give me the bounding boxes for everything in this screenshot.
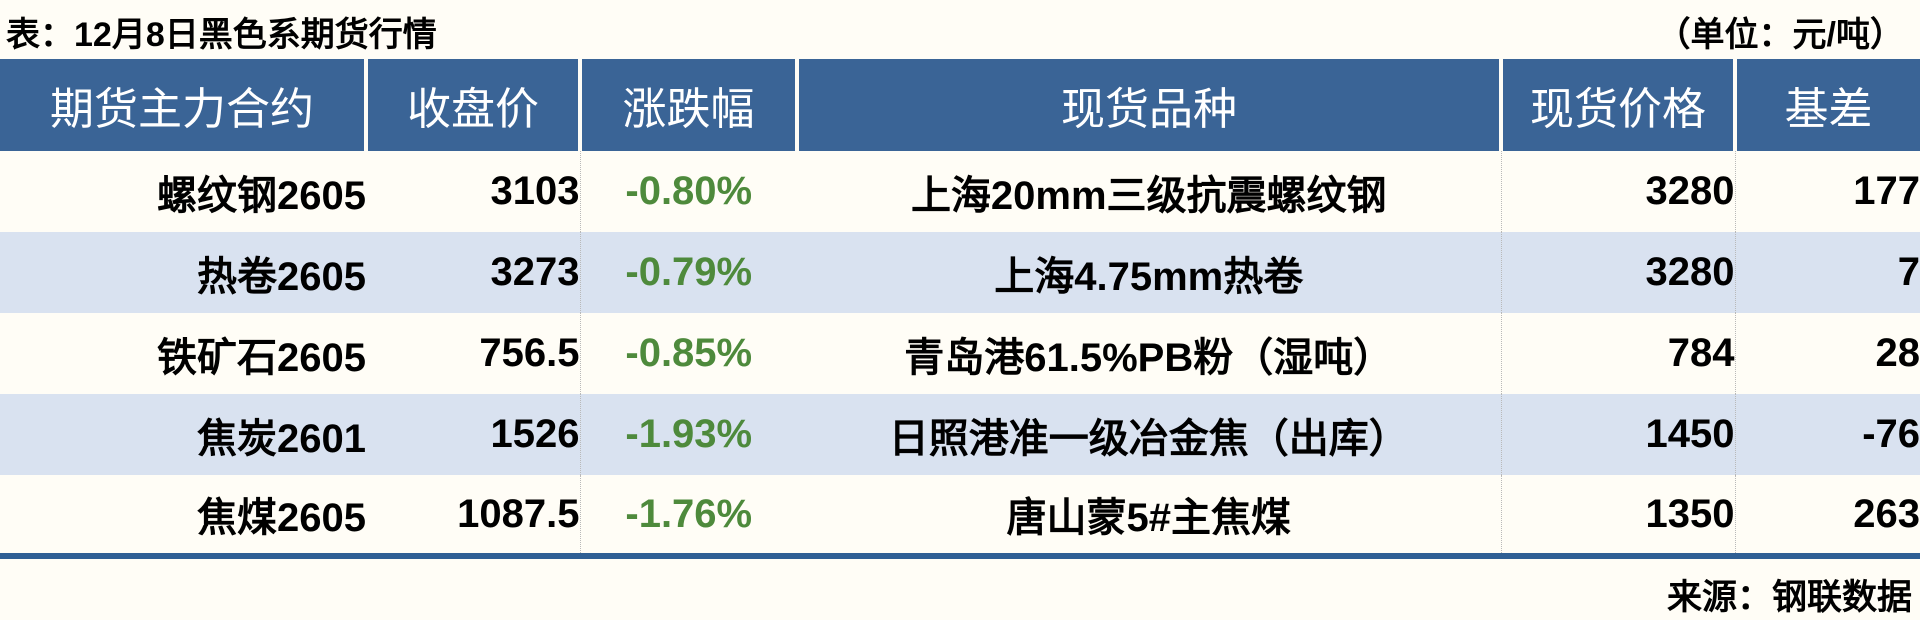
contract-cell: 铁矿石2605 — [157, 335, 366, 380]
page-title: 表：12月8日黑色系期货行情 — [6, 16, 437, 54]
change-pct-cell: -1.93% — [579, 394, 797, 475]
change-pct-cell: -0.85% — [579, 313, 797, 394]
spot-variety-cell: 上海4.75mm热卷 — [994, 254, 1304, 299]
header-spot-variety: 现货品种 — [795, 59, 1501, 151]
close-price-cell: 3103 — [490, 169, 580, 213]
spot-price-cell: 1450 — [1500, 394, 1735, 475]
spot-price-cell: 784 — [1500, 313, 1735, 394]
change-pct-cell: -0.79% — [579, 232, 797, 313]
basis-cell: 28 — [1734, 313, 1920, 394]
table-row: 铁矿石2605 756.5 -0.85% 青岛港61.5%PB粉（湿吨） 784… — [0, 313, 1920, 394]
close-price-cell: 756.5 — [479, 331, 580, 375]
header-change-pct: 涨跌幅 — [578, 59, 797, 151]
title-bar: 表：12月8日黑色系期货行情 （单位：元/吨） — [0, 0, 1920, 59]
contract-cell: 螺纹钢2605 — [157, 173, 366, 218]
futures-table: 期货主力合约 收盘价 涨跌幅 现货品种 现货价格 基差 螺纹钢2605 3103… — [0, 59, 1920, 559]
table-row: 焦炭2601 1526 -1.93% 日照港准一级冶金焦（出库） 1450 -7… — [0, 394, 1920, 475]
contract-cell: 焦煤2605 — [197, 496, 366, 540]
basis-cell: 177 — [1734, 151, 1920, 232]
close-price-cell: 1526 — [490, 412, 580, 456]
change-pct-cell: -0.80% — [579, 151, 797, 232]
spot-price-cell: 1350 — [1500, 475, 1735, 556]
header-futures-contract: 期货主力合约 — [0, 59, 366, 151]
basis-cell: -76 — [1734, 394, 1920, 475]
spot-variety-cell: 上海20mm三级抗震螺纹钢 — [910, 173, 1387, 218]
spot-variety-cell: 青岛港61.5%PB粉（湿吨） — [904, 335, 1394, 380]
source-label: 来源：钢联数据 — [1666, 578, 1912, 617]
basis-cell: 263 — [1734, 475, 1920, 556]
table-row: 焦煤2605 1087.5 -1.76% 唐山蒙5#主焦煤 1350 263 — [0, 475, 1920, 556]
spot-variety-cell: 日照港准一级冶金焦（出库） — [888, 416, 1409, 461]
header-spot-price: 现货价格 — [1499, 59, 1735, 151]
spot-price-cell: 3280 — [1500, 232, 1735, 313]
contract-cell: 焦炭2601 — [197, 416, 366, 461]
basis-cell: 7 — [1734, 232, 1920, 313]
header-row: 期货主力合约 收盘价 涨跌幅 现货品种 现货价格 基差 — [0, 59, 1920, 151]
change-pct-cell: -1.76% — [579, 475, 797, 556]
contract-cell: 热卷2605 — [197, 254, 366, 299]
spot-price-cell: 3280 — [1500, 151, 1735, 232]
close-price-cell: 1087.5 — [457, 491, 580, 536]
table-row: 热卷2605 3273 -0.79% 上海4.75mm热卷 3280 7 — [0, 232, 1920, 313]
spot-variety-cell: 唐山蒙5#主焦煤 — [1006, 496, 1292, 540]
close-price-cell: 3273 — [490, 250, 580, 294]
unit-label: （单位：元/吨） — [1656, 16, 1904, 54]
header-close-price: 收盘价 — [364, 59, 580, 151]
table-row: 螺纹钢2605 3103 -0.80% 上海20mm三级抗震螺纹钢 3280 1… — [0, 151, 1920, 232]
header-basis: 基差 — [1733, 59, 1920, 151]
